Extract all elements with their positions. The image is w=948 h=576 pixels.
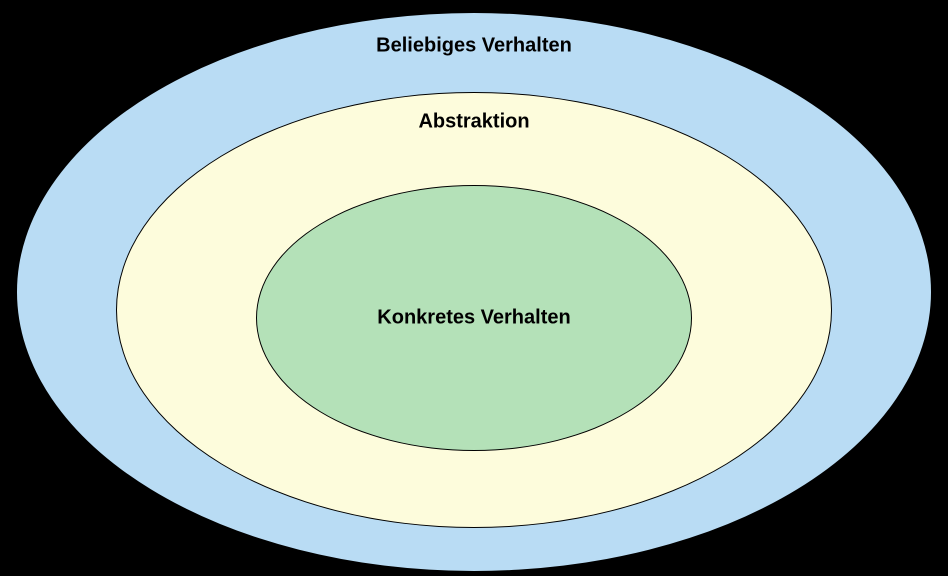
label-middle: Abstraktion bbox=[418, 111, 529, 134]
label-outer: Beliebiges Verhalten bbox=[376, 35, 572, 58]
label-inner: Konkretes Verhalten bbox=[377, 307, 570, 330]
